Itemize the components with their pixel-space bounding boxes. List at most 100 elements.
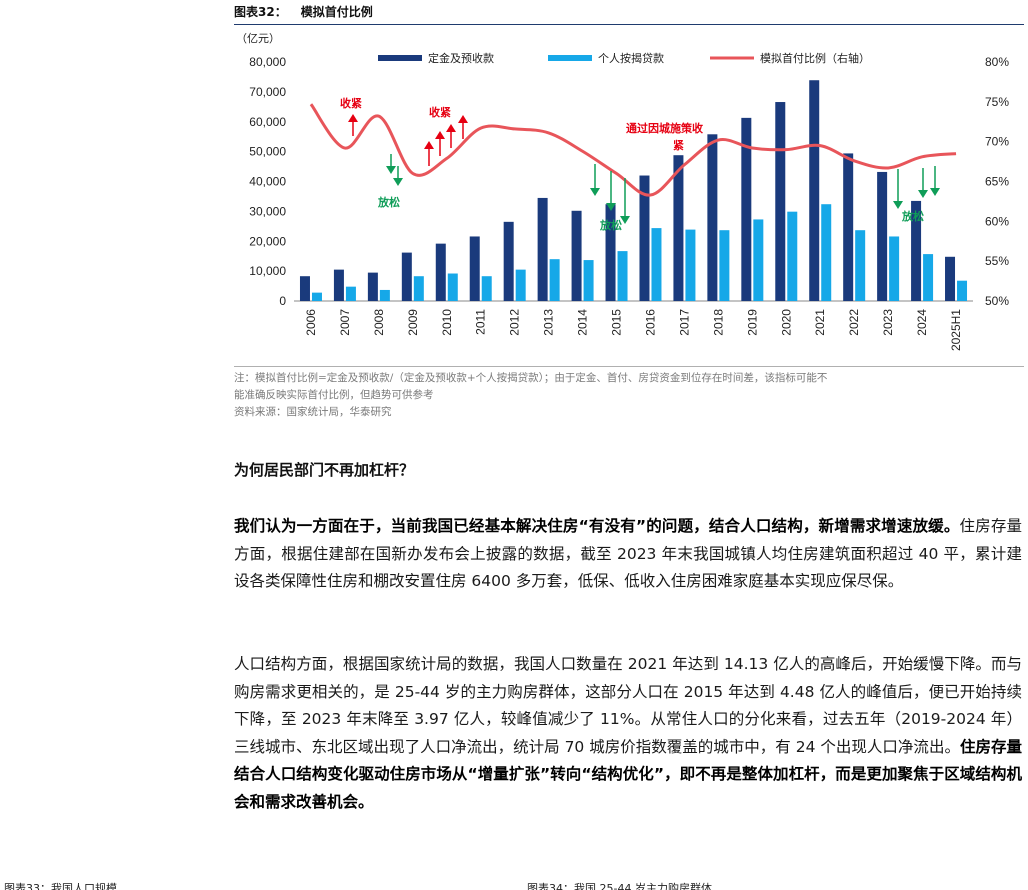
y-left-tick: 30,000 xyxy=(249,204,286,218)
down-payment-chart: （亿元） 定金及预收款 个人按揭贷款 模拟首付比例（右轴） 收紧收紧放松通过因城施策… xyxy=(236,32,1009,351)
paragraph-housing-stock: 我们认为一方面在于，当前我国已经基本解决住房“有没有”的问题，结合人口结构，新增… xyxy=(234,513,1022,596)
bar-deposit xyxy=(299,276,310,301)
line-down-payment-ratio xyxy=(309,103,957,197)
ease-arrow-head xyxy=(386,166,396,174)
y-left-tick: 20,000 xyxy=(249,234,286,248)
bar-deposit xyxy=(367,272,378,301)
y-left-tick: 0 xyxy=(279,294,286,308)
y-right-tick: 55% xyxy=(985,254,1009,268)
ease-arrow-head xyxy=(620,216,630,224)
section-heading: 为何居民部门不再加杠杆？ xyxy=(234,461,415,479)
policy-annotation: 收紧 xyxy=(340,96,362,110)
policy-annotation: 通过因城施策收 xyxy=(626,121,703,135)
ease-arrow-head xyxy=(606,203,616,211)
bar-deposit xyxy=(537,197,548,301)
x-tick-label: 2019 xyxy=(745,309,759,336)
bar-deposit xyxy=(707,134,718,301)
ease-arrow-head xyxy=(918,190,928,198)
x-tick-label: 2021 xyxy=(813,309,827,336)
x-tick-label: 2015 xyxy=(610,309,624,336)
next-figure-title-right: 图表34：我国 25-44 岁主力购房群体 xyxy=(527,882,712,890)
x-tick-label: 2009 xyxy=(406,309,420,336)
bar-mortgage xyxy=(923,254,934,301)
y-left-tick: 80,000 xyxy=(249,55,286,69)
x-tick-label: 2025H1 xyxy=(949,309,963,351)
tighten-arrow-head xyxy=(348,114,358,122)
tighten-arrow-head xyxy=(458,115,468,123)
bar-deposit xyxy=(401,252,412,301)
y-left-unit: （亿元） xyxy=(236,32,280,45)
x-tick-label: 2017 xyxy=(677,309,691,336)
legend-label-deposit: 定金及预收款 xyxy=(428,51,494,65)
paragraph-2-body: 人口结构方面，根据国家统计局的数据，我国人口数量在 2021 年达到 14.13… xyxy=(234,655,1022,756)
bar-deposit xyxy=(469,236,480,301)
bar-deposit xyxy=(673,155,684,301)
bar-deposit xyxy=(605,204,616,301)
y-right-tick: 50% xyxy=(985,294,1009,308)
bar-mortgage xyxy=(311,292,322,301)
bar-deposit xyxy=(435,243,446,301)
bar-mortgage xyxy=(515,269,526,301)
x-tick-label: 2012 xyxy=(508,309,522,336)
figure-title: 图表32： 模拟首付比例 xyxy=(234,3,1024,25)
x-tick-label: 2008 xyxy=(372,309,386,336)
ease-arrow-head xyxy=(930,188,940,196)
bar-mortgage xyxy=(787,211,798,301)
bar-deposit xyxy=(333,269,344,301)
y-left-tick: 70,000 xyxy=(249,85,286,99)
bar-deposit xyxy=(571,210,582,301)
policy-annotation: 收紧 xyxy=(429,105,451,119)
bar-mortgage xyxy=(855,230,866,301)
y-left-tick: 60,000 xyxy=(249,115,286,129)
y-right-tick: 60% xyxy=(985,214,1009,228)
x-tick-label: 2007 xyxy=(338,309,352,336)
paragraph-1-lead: 我们认为一方面在于，当前我国已经基本解决住房“有没有”的问题，结合人口结构，新增… xyxy=(234,517,960,535)
bar-mortgage xyxy=(481,276,492,301)
chart-note-line-2: 能准确反映实际首付比例，但趋势可供参考 xyxy=(234,389,434,401)
bar-deposit xyxy=(503,221,514,301)
paragraph-2-conclusion: 住房存量结合人口结构变化驱动住房市场从“增量扩张”转向“结构优化”，即不再是整体… xyxy=(234,737,1022,811)
ease-arrow-head xyxy=(590,188,600,196)
bar-mortgage xyxy=(957,280,968,301)
bar-mortgage xyxy=(583,260,594,301)
x-tick-label: 2014 xyxy=(576,309,590,336)
bar-mortgage xyxy=(889,236,900,301)
x-tick-label: 2006 xyxy=(304,309,318,336)
y-right-tick: 70% xyxy=(985,135,1009,149)
x-tick-label: 2020 xyxy=(779,309,793,336)
bar-mortgage xyxy=(413,276,424,301)
bar-deposit xyxy=(639,175,650,301)
notes-divider xyxy=(234,366,1024,367)
ease-arrow-head xyxy=(893,201,903,209)
x-tick-label: 2023 xyxy=(881,309,895,336)
bar-deposit xyxy=(741,117,752,302)
y-right-tick: 75% xyxy=(985,95,1009,109)
chart-note-line-1: 注：模拟首付比例=定金及预收款/（定金及预收款+个人按揭贷款）；由于定金、首付、… xyxy=(234,372,828,384)
paragraph-1-body: 住房存量方面，根据住建部在国新办发布会上披露的数据，截至 2023 年末我国城镇… xyxy=(234,517,1022,590)
bar-deposit xyxy=(877,171,888,301)
figure-label: 图表32： xyxy=(234,5,287,19)
bar-deposit xyxy=(911,200,922,301)
bar-deposit xyxy=(843,153,854,301)
x-tick-label: 2018 xyxy=(711,309,725,336)
y-right-tick: 80% xyxy=(985,55,1009,69)
bar-mortgage xyxy=(549,259,560,301)
bar-mortgage xyxy=(685,229,696,301)
legend-swatch-mortgage xyxy=(548,55,592,61)
ease-arrow-head xyxy=(393,178,403,186)
tighten-arrow-head xyxy=(446,124,456,132)
y-left-tick: 40,000 xyxy=(249,175,286,189)
figure-title-text: 模拟首付比例 xyxy=(300,5,373,19)
bar-mortgage xyxy=(617,251,628,301)
bar-mortgage xyxy=(447,273,458,301)
bar-mortgage xyxy=(753,219,764,301)
x-tick-label: 2013 xyxy=(542,309,556,336)
y-right-tick: 65% xyxy=(985,175,1009,189)
legend-label-mortgage: 个人按揭贷款 xyxy=(598,51,664,65)
bar-mortgage xyxy=(719,230,730,301)
policy-annotation: 放松 xyxy=(901,209,924,223)
chart-legend: 定金及预收款 个人按揭贷款 模拟首付比例（右轴） xyxy=(378,51,870,65)
bar-mortgage xyxy=(651,228,662,301)
x-tick-label: 2011 xyxy=(474,309,488,335)
x-tick-label: 2024 xyxy=(915,309,929,336)
